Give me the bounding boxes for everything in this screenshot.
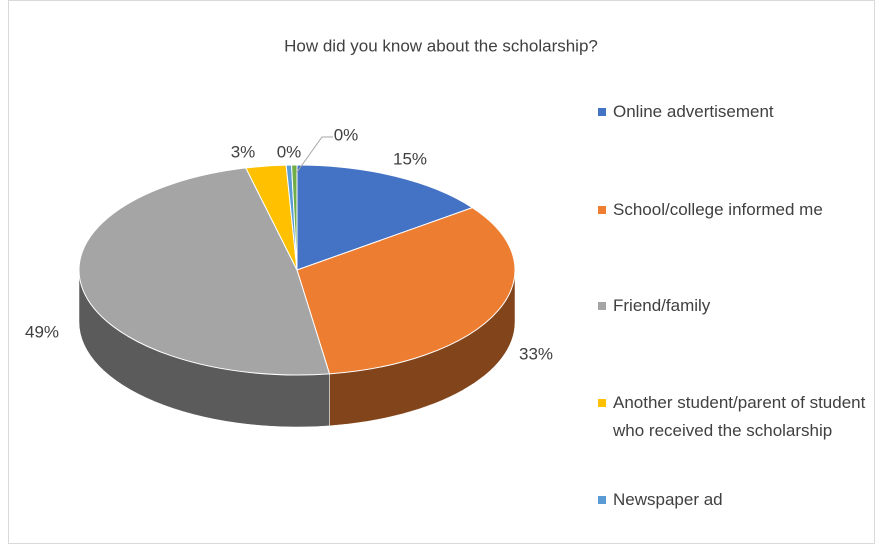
data-label: 0% [334,125,359,144]
legend-swatch [598,302,606,310]
data-label: 49% [25,322,59,341]
pie-slice [291,164,298,271]
pie-slice [296,164,474,271]
legend-swatch [598,399,606,407]
pie-slice [296,207,516,375]
leader-line [296,136,333,173]
pie-slice [78,167,331,376]
legend-entry: Online advertisement [598,98,868,126]
legend-label: Newspaper ad [613,490,723,509]
legend-label: Another student/parent of student who re… [613,393,866,440]
legend-label: Friend/family [613,296,711,315]
legend-swatch [598,108,606,116]
legend-entry: Newspaper ad [598,486,868,514]
legend-swatch [598,206,606,214]
data-label: 0% [277,142,302,161]
data-label: 15% [393,149,427,168]
legend-swatch [598,496,606,504]
data-label: 33% [519,344,553,363]
legend-label: School/college informed me [613,200,823,219]
chart-title: How did you know about the scholarship? [284,36,598,55]
data-label: 3% [231,142,256,161]
legend-label: Online advertisement [613,102,774,121]
legend-entry: Another student/parent of student who re… [598,389,868,445]
legend-entry: School/college informed me [598,196,868,224]
legend-entry: Friend/family [598,292,868,320]
